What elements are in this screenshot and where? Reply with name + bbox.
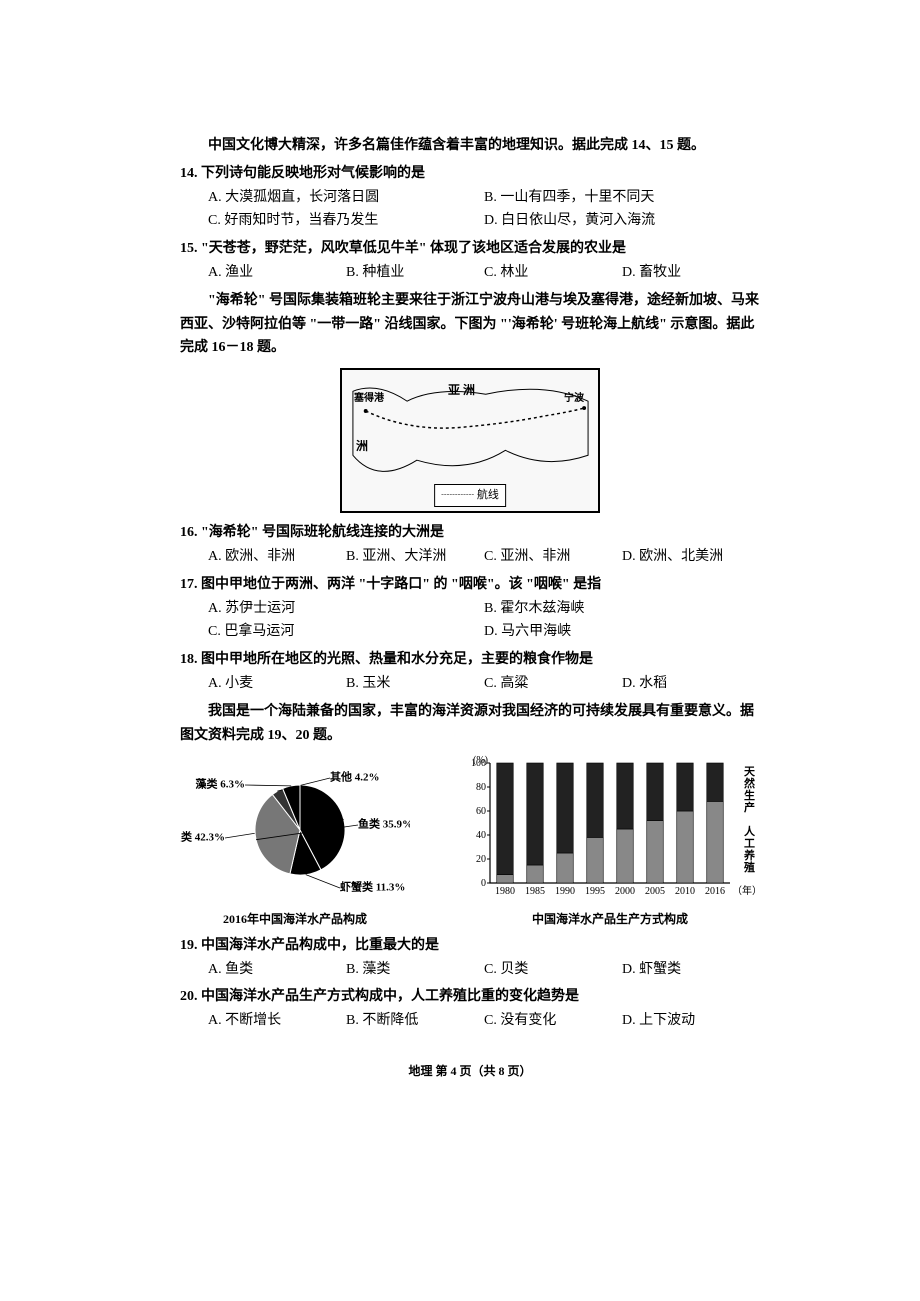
exam-page: 中国文化博大精深，许多名篇佳作蕴含着丰富的地理知识。据此完成 14、15 题。 … [0,0,920,1141]
svg-text:然: 然 [744,776,755,790]
q19-options: A. 鱼类 B. 藻类 C. 贝类 D. 虾蟹类 [180,958,760,982]
map-label-asia: 亚 洲 [448,380,475,400]
q16-C: C. 亚洲、非洲 [484,545,622,569]
svg-text:0: 0 [481,878,486,889]
bar-column: (%)0204060801001980198519901995200020052… [460,755,760,929]
legend-text: 航线 [477,489,499,501]
q16-stem: 16. "海希轮" 号国际班轮航线连接的大洲是 [180,521,760,545]
q19-A: A. 鱼类 [208,958,346,982]
q16-B: B. 亚洲、大洋洲 [346,545,484,569]
svg-text:人: 人 [744,824,756,838]
map-label-africa: 洲 [356,436,368,456]
q15-C: C. 林业 [484,261,622,285]
q14-B: B. 一山有四季，十里不同天 [484,186,760,210]
q18-B: B. 玉米 [346,672,484,696]
svg-text:1985: 1985 [525,886,545,897]
q17-options: A. 苏伊士运河 B. 霍尔木兹海峡 C. 巴拿马运河 D. 马六甲海峡 [180,597,760,645]
svg-text:80: 80 [476,782,486,793]
route-map: 亚 洲 洲 宁波 塞得港 ┈┈┈ 航线 [340,368,600,513]
chart-row: 贝类 42.3%虾蟹类 11.3%鱼类 35.9%其他 4.2%藻类 6.3% … [180,755,760,929]
q16-options: A. 欧洲、非洲 B. 亚洲、大洋洲 C. 亚洲、非洲 D. 欧洲、北美洲 [180,545,760,569]
q14-A: A. 大漠孤烟直，长河落日圆 [208,186,484,210]
map-legend: ┈┈┈ 航线 [434,484,506,507]
question-15: 15. "天苍苍，野茫茫，风吹草低见牛羊" 体现了该地区适合发展的农业是 A. … [180,237,760,285]
pie-chart: 贝类 42.3% 虾蟹类 11.3% 鱼类 35.9% 其他 4.2% 藻类 6.3% [180,755,410,905]
svg-text:天: 天 [744,765,756,778]
bar-caption: 中国海洋水产品生产方式构成 [532,909,688,929]
map-label-saide: 塞得港 [354,390,384,407]
pie-caption: 2016年中国海洋水产品构成 [223,909,367,929]
q15-stem: 15. "天苍苍，野茫茫，风吹草低见牛羊" 体现了该地区适合发展的农业是 [180,237,760,261]
q20-options: A. 不断增长 B. 不断降低 C. 没有变化 D. 上下波动 [180,1009,760,1033]
q19-stem: 19. 中国海洋水产品构成中，比重最大的是 [180,934,760,958]
svg-text:殖: 殖 [743,860,755,874]
q17-B: B. 霍尔木兹海峡 [484,597,760,621]
context-14-15: 中国文化博大精深，许多名篇佳作蕴含着丰富的地理知识。据此完成 14、15 题。 [180,134,760,158]
q20-C: C. 没有变化 [484,1009,622,1033]
q18-A: A. 小麦 [208,672,346,696]
q20-stem: 20. 中国海洋水产品生产方式构成中，人工养殖比重的变化趋势是 [180,985,760,1009]
svg-text:2010: 2010 [675,886,695,897]
svg-text:1990: 1990 [555,886,575,897]
q20-D: D. 上下波动 [622,1009,760,1033]
svg-text:生: 生 [744,788,755,802]
q19-D: D. 虾蟹类 [622,958,760,982]
q20-B: B. 不断降低 [346,1009,484,1033]
q18-D: D. 水稻 [622,672,760,696]
svg-text:2005: 2005 [645,886,665,897]
svg-text:100: 100 [471,758,486,769]
q18-stem: 18. 图中甲地所在地区的光照、热量和水分充足，主要的粮食作物是 [180,648,760,672]
q20-A: A. 不断增长 [208,1009,346,1033]
svg-text:（年）: （年） [732,884,760,897]
svg-text:工: 工 [744,837,755,850]
q15-D: D. 畜牧业 [622,261,760,285]
svg-text:贝类 42.3%: 贝类 42.3% [180,830,225,844]
svg-text:鱼类 35.9%: 鱼类 35.9% [358,817,410,831]
svg-text:60: 60 [476,806,486,817]
q16-A: A. 欧洲、非洲 [208,545,346,569]
q14-D: D. 白日依山尽，黄河入海流 [484,209,760,233]
svg-text:20: 20 [476,854,486,865]
question-14: 14. 下列诗句能反映地形对气候影响的是 A. 大漠孤烟直，长河落日圆 B. 一… [180,162,760,233]
svg-text:1980: 1980 [495,886,515,897]
question-20: 20. 中国海洋水产品生产方式构成中，人工养殖比重的变化趋势是 A. 不断增长 … [180,985,760,1033]
q16-D: D. 欧洲、北美洲 [622,545,760,569]
q17-A: A. 苏伊士运河 [208,597,484,621]
question-18: 18. 图中甲地所在地区的光照、热量和水分充足，主要的粮食作物是 A. 小麦 B… [180,648,760,696]
svg-text:1995: 1995 [585,886,605,897]
q15-options: A. 渔业 B. 种植业 C. 林业 D. 畜牧业 [180,261,760,285]
q19-B: B. 藻类 [346,958,484,982]
svg-text:虾蟹类 11.3%: 虾蟹类 11.3% [340,880,405,894]
context-16-18: "海希轮" 号国际集装箱班轮主要来往于浙江宁波舟山港与埃及塞得港，途经新加坡、马… [180,289,760,360]
q18-options: A. 小麦 B. 玉米 C. 高粱 D. 水稻 [180,672,760,696]
q17-stem: 17. 图中甲地位于两洲、两洋 "十字路口" 的 "咽喉"。该 "咽喉" 是指 [180,573,760,597]
map-label-ningbo: 宁波 [564,390,584,407]
page-footer: 地理 第 4 页（共 8 页） [180,1061,760,1081]
svg-text:养: 养 [743,848,756,862]
q14-stem: 14. 下列诗句能反映地形对气候影响的是 [180,162,760,186]
question-17: 17. 图中甲地位于两洲、两洋 "十字路口" 的 "咽喉"。该 "咽喉" 是指 … [180,573,760,644]
svg-text:其他 4.2%: 其他 4.2% [330,770,380,784]
svg-text:2000: 2000 [615,886,635,897]
q19-C: C. 贝类 [484,958,622,982]
legend-dash: ┈┈┈ [441,489,474,501]
pie-column: 贝类 42.3%虾蟹类 11.3%鱼类 35.9%其他 4.2%藻类 6.3% … [180,755,410,929]
q14-options: A. 大漠孤烟直，长河落日圆 B. 一山有四季，十里不同天 C. 好雨知时节，当… [180,186,760,234]
context-19-20: 我国是一个海陆兼备的国家，丰富的海洋资源对我国经济的可持续发展具有重要意义。据图… [180,700,760,748]
q14-C: C. 好雨知时节，当春乃发生 [208,209,484,233]
question-19: 19. 中国海洋水产品构成中，比重最大的是 A. 鱼类 B. 藻类 C. 贝类 … [180,934,760,982]
question-16: 16. "海希轮" 号国际班轮航线连接的大洲是 A. 欧洲、非洲 B. 亚洲、大… [180,521,760,569]
q15-B: B. 种植业 [346,261,484,285]
q18-C: C. 高粱 [484,672,622,696]
svg-text:产: 产 [744,800,755,814]
bar-chart: (%)0204060801001980198519901995200020052… [460,755,760,905]
q17-C: C. 巴拿马运河 [208,620,484,644]
svg-text:40: 40 [476,830,486,841]
svg-text:2016: 2016 [705,886,725,897]
svg-text:藻类 6.3%: 藻类 6.3% [196,777,246,791]
q15-A: A. 渔业 [208,261,346,285]
q17-D: D. 马六甲海峡 [484,620,760,644]
